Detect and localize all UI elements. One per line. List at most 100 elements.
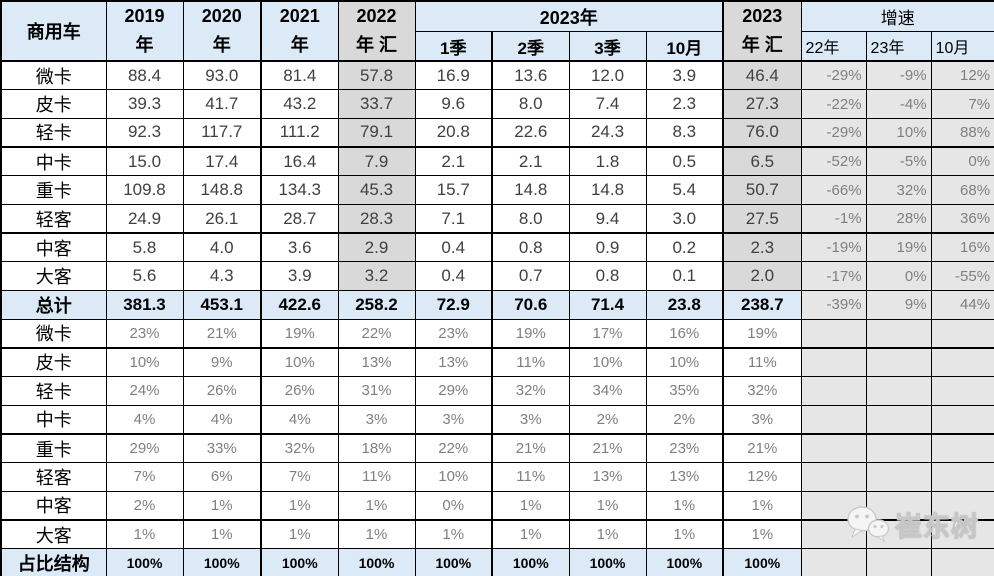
header-2023-sum: 2023 年 汇 bbox=[722, 0, 802, 62]
row-label: 占比结构 bbox=[0, 548, 107, 576]
growth-cell bbox=[865, 376, 932, 406]
growth-cell bbox=[930, 318, 994, 349]
value-cell: 148.8 bbox=[182, 175, 262, 205]
value-cell: 4% bbox=[105, 404, 184, 435]
value-cell: 2.3 bbox=[722, 232, 802, 263]
value-cell: 22% bbox=[337, 318, 416, 349]
value-cell: 93.0 bbox=[182, 60, 262, 91]
value-cell: 109.8 bbox=[105, 175, 184, 205]
value-cell: 26.1 bbox=[182, 203, 262, 235]
value-cell: 26% bbox=[260, 376, 339, 406]
value-cell: 24.9 bbox=[105, 203, 184, 235]
value-cell: 21% bbox=[491, 433, 570, 464]
value-cell: 1% bbox=[645, 519, 725, 550]
value-cell: 31% bbox=[337, 376, 416, 406]
value-cell: 0.8 bbox=[491, 232, 570, 263]
value-cell: 10% bbox=[645, 347, 725, 378]
row-label: 中客 bbox=[0, 232, 107, 263]
value-cell: 100% bbox=[182, 548, 262, 576]
value-cell: 1% bbox=[645, 490, 725, 521]
value-cell: 11% bbox=[491, 462, 570, 492]
growth-cell: -29% bbox=[800, 60, 867, 91]
value-cell: 8.0 bbox=[491, 89, 570, 119]
table-row: 轻卡 24% 26% 26% 31% 29% 32% 34% 35% 32% bbox=[0, 376, 994, 406]
growth-cell: 0% bbox=[865, 261, 932, 291]
value-cell: 33% bbox=[182, 433, 262, 464]
value-cell: 111.2 bbox=[260, 117, 339, 149]
value-cell: 4% bbox=[182, 404, 262, 435]
value-cell: 5.4 bbox=[645, 175, 725, 205]
value-cell: 0.7 bbox=[491, 261, 570, 291]
table-row: 大客 5.6 4.3 3.9 3.2 0.4 0.7 0.8 0.1 2.0 -17% 0% -55% bbox=[0, 261, 994, 291]
table-body: 微卡 88.4 93.0 81.4 57.8 16.9 13.6 12.0 3.9 46.4 -29… bbox=[0, 60, 994, 576]
value-cell: 1% bbox=[260, 490, 339, 521]
value-cell: 100% bbox=[491, 548, 570, 576]
value-cell: 0.8 bbox=[568, 261, 647, 291]
value-cell: 24% bbox=[105, 376, 184, 406]
header-q1: 1季 bbox=[414, 31, 493, 62]
growth-cell bbox=[865, 462, 932, 492]
value-cell: 72.9 bbox=[414, 290, 493, 320]
value-cell: 2% bbox=[645, 404, 725, 435]
value-cell: 34% bbox=[568, 376, 647, 406]
growth-cell bbox=[865, 404, 932, 435]
growth-cell: -4% bbox=[865, 89, 932, 119]
growth-cell bbox=[930, 347, 994, 378]
value-cell: 7.9 bbox=[337, 146, 416, 177]
value-cell: 1% bbox=[491, 519, 570, 550]
row-label: 中卡 bbox=[0, 404, 107, 435]
value-cell: 2.0 bbox=[722, 261, 802, 291]
value-cell: 1.8 bbox=[568, 146, 647, 177]
value-cell: 19% bbox=[722, 318, 802, 349]
value-cell: 13% bbox=[414, 347, 493, 378]
growth-cell: -5% bbox=[865, 146, 932, 177]
growth-cell: 36% bbox=[930, 203, 994, 235]
value-cell: 27.3 bbox=[722, 89, 802, 119]
value-cell: 32% bbox=[722, 376, 802, 406]
value-cell: 10% bbox=[568, 347, 647, 378]
value-cell: 2% bbox=[105, 490, 184, 521]
value-cell: 0.4 bbox=[414, 261, 493, 291]
value-cell: 13% bbox=[337, 347, 416, 378]
growth-cell bbox=[800, 490, 867, 521]
value-cell: 3% bbox=[491, 404, 570, 435]
growth-cell bbox=[865, 318, 932, 349]
value-cell: 381.3 bbox=[105, 290, 184, 320]
value-cell: 17% bbox=[568, 318, 647, 349]
value-cell: 1% bbox=[337, 490, 416, 521]
value-cell: 1% bbox=[568, 519, 647, 550]
value-cell: 3.6 bbox=[260, 232, 339, 263]
growth-cell: 10% bbox=[865, 117, 932, 149]
table-row: 中客 5.8 4.0 3.6 2.9 0.4 0.8 0.9 0.2 2.3 -19% 19% 16% bbox=[0, 232, 994, 263]
value-cell: 8.3 bbox=[645, 117, 725, 149]
value-cell: 43.2 bbox=[260, 89, 339, 119]
header-growth-group: 增速 bbox=[800, 0, 994, 32]
row-label: 轻卡 bbox=[0, 376, 107, 406]
value-cell: 10% bbox=[105, 347, 184, 378]
value-cell: 0.4 bbox=[414, 232, 493, 263]
value-cell: 100% bbox=[105, 548, 184, 576]
value-cell: 19% bbox=[260, 318, 339, 349]
value-cell: 2.3 bbox=[645, 89, 725, 119]
header-2023-group: 2023年 bbox=[414, 0, 725, 32]
value-cell: 12.0 bbox=[568, 60, 647, 91]
value-cell: 13% bbox=[645, 462, 725, 492]
value-cell: 28.7 bbox=[260, 203, 339, 235]
value-cell: 1% bbox=[182, 490, 262, 521]
growth-cell: 68% bbox=[930, 175, 994, 205]
row-label: 轻客 bbox=[0, 203, 107, 235]
value-cell: 24.3 bbox=[568, 117, 647, 149]
table-row: 重卡 29% 33% 32% 18% 22% 21% 21% 23% 21% bbox=[0, 433, 994, 464]
value-cell: 22.6 bbox=[491, 117, 570, 149]
growth-cell: -66% bbox=[800, 175, 867, 205]
growth-cell bbox=[930, 490, 994, 521]
growth-cell bbox=[800, 376, 867, 406]
header-2019: 2019 年 bbox=[105, 0, 184, 62]
value-cell: 45.3 bbox=[337, 175, 416, 205]
value-cell: 6.5 bbox=[722, 146, 802, 177]
value-cell: 0.1 bbox=[645, 261, 725, 291]
value-cell: 57.8 bbox=[337, 60, 416, 91]
table-row: 轻客 24.9 26.1 28.7 28.3 7.1 8.0 9.4 3.0 27.5 -1% 28%… bbox=[0, 203, 994, 235]
value-cell: 3% bbox=[414, 404, 493, 435]
